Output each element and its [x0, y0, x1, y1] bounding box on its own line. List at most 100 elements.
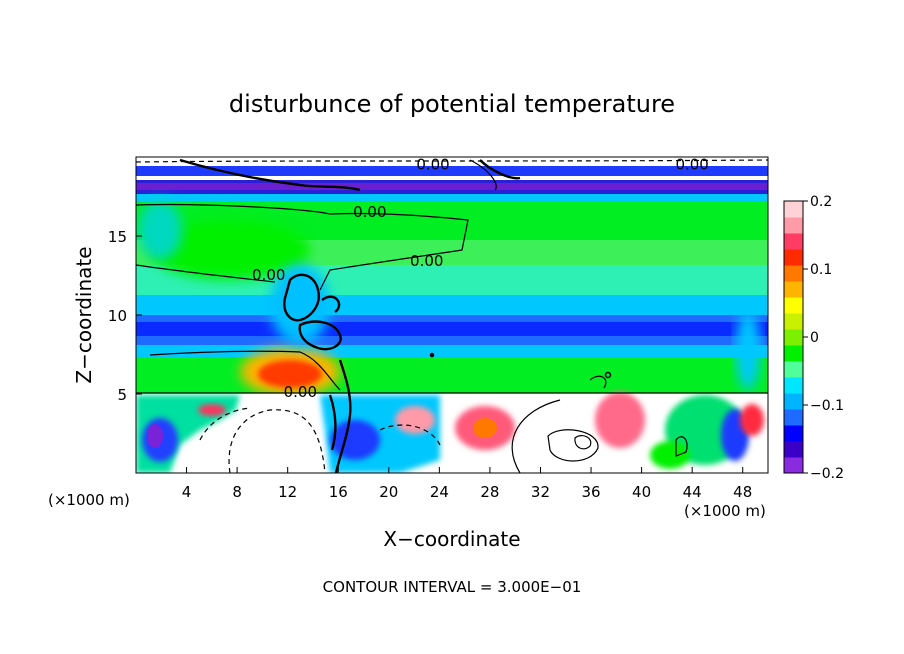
cyan-strip-left [138, 200, 182, 260]
dense-contours [179, 158, 521, 473]
x-tick-label-20: 20 [379, 483, 398, 501]
colorbar-swatch-7 [784, 345, 803, 362]
colorbar-swatch-5 [784, 377, 803, 394]
x-tick-label-36: 36 [581, 483, 600, 501]
x-axis-unit-right: (×1000 m) [684, 502, 766, 520]
x-tick-label-44: 44 [683, 483, 702, 501]
colorbar-swatch-9 [784, 313, 803, 330]
lower-pink-blob-2 [595, 392, 645, 448]
green-plume [150, 220, 310, 280]
colorbar-swatch-1 [784, 441, 803, 458]
marker-dot-1 [429, 352, 435, 358]
x-tick-label-12: 12 [278, 483, 297, 501]
band-lower-green [136, 357, 768, 393]
x-tick-label-28: 28 [480, 483, 499, 501]
cyan-plume [270, 265, 330, 345]
colorbar-tick-label-1: 0.1 [810, 262, 832, 278]
contour-top-right [469, 159, 497, 191]
contour-interval-note: CONTOUR INTERVAL = 3.000E−01 [323, 578, 582, 596]
colorbar-swatch-15 [784, 217, 803, 234]
contour-lower-green [149, 350, 341, 391]
dense-ring-1 [283, 273, 320, 322]
x-tick-label-48: 48 [733, 483, 752, 501]
x-tick-label-32: 32 [531, 483, 550, 501]
colorbar-ticks: 0.2 0.1 0 −0.1 −0.2 [803, 194, 844, 482]
dashed-arc [199, 407, 251, 441]
lower-red-blob-1-core [473, 418, 497, 438]
colorbar: 0.2 0.1 0 −0.1 −0.2 [783, 194, 844, 482]
dense-ring-2 [298, 320, 342, 351]
dashed-lower-left [228, 409, 326, 473]
dense-column [334, 359, 352, 473]
colorbar-swatches [784, 201, 803, 474]
x-tick-label-40: 40 [632, 483, 651, 501]
x-tick-label-24: 24 [430, 483, 449, 501]
colorbar-swatch-8 [784, 329, 803, 346]
x-axis-label: X−coordinate [383, 527, 520, 551]
y-tick-label-10: 10 [108, 307, 127, 325]
plot-area: 0.00 0.00 0.00 0.00 0.00 0.00 [136, 156, 768, 473]
y-tick-label-5: 5 [117, 386, 127, 404]
cyan-column-right [736, 310, 760, 390]
contour-ring-2 [574, 434, 592, 450]
band-top-purple [136, 183, 768, 190]
marker-dot-2 [604, 371, 612, 379]
colorbar-tick-label-4: −0.2 [810, 466, 844, 482]
x-axis: 4 8 12 16 20 24 28 32 36 40 44 48 [182, 467, 752, 501]
contour-ring-1 [547, 429, 599, 462]
band-mid-blue [136, 295, 768, 315]
band-top-blue-2 [136, 166, 768, 176]
x-tick-label-16: 16 [329, 483, 348, 501]
lower-left-purple [147, 424, 163, 448]
colorbar-swatch-13 [784, 249, 803, 266]
chart-title: disturbunce of potential temperature [229, 90, 675, 118]
lower-left-red [198, 404, 226, 416]
x-axis-unit-left: (×1000 m) [48, 491, 130, 509]
contour-value-labels: 0.00 0.00 0.00 0.00 0.00 0.00 [252, 156, 709, 401]
lower-right-red [740, 404, 764, 436]
dot-markers [429, 352, 612, 379]
colorbar-swatch-10 [784, 297, 803, 314]
band-top-white [136, 176, 768, 180]
colorbar-swatch-3 [784, 409, 803, 426]
dense-fragment [321, 295, 341, 313]
colorbar-swatch-14 [784, 233, 803, 250]
dense-top-left [179, 158, 361, 192]
lower-center-pink [395, 406, 435, 434]
colorbar-swatch-16 [784, 201, 803, 218]
colorbar-tick-label-2: 0 [810, 330, 819, 346]
x-tick-label-4: 4 [182, 483, 192, 501]
y-tick-label-15: 15 [108, 228, 127, 246]
contour-label-4: 0.00 [416, 156, 449, 174]
colorbar-swatch-0 [784, 457, 803, 474]
contour-upper [136, 203, 469, 291]
contour-lower-curve [511, 399, 561, 473]
lower-right-green [650, 441, 690, 469]
contour-label-5: 0.00 [675, 156, 708, 174]
contour-label-3: 0.00 [284, 383, 317, 401]
colorbar-swatch-6 [784, 361, 803, 378]
contour-triangle [675, 436, 688, 457]
contour-mixed-top [136, 392, 768, 394]
band-deep-blue-core [136, 322, 768, 336]
contour-label-2: 0.00 [252, 266, 285, 284]
lower-center-blue [330, 420, 380, 460]
dashed-top [136, 159, 768, 163]
dashed-contours [136, 159, 768, 473]
y-axis-label: Z−coordinate [72, 246, 96, 383]
dense-column-2 [328, 394, 337, 451]
warm-anomaly-core [258, 360, 322, 388]
x-tick-label-8: 8 [232, 483, 242, 501]
dense-top-right [479, 159, 521, 180]
band-top-cyan [136, 193, 768, 201]
y-axis: 5 10 15 [108, 228, 142, 404]
colorbar-tick-label-3: −0.1 [810, 398, 844, 414]
contour-lines [136, 159, 768, 473]
contour-label-0: 0.00 [353, 203, 386, 221]
colorbar-swatch-12 [784, 265, 803, 282]
contour-small-ring [589, 375, 607, 389]
colorbar-tick-label-0: 0.2 [810, 194, 832, 210]
colorbar-swatch-11 [784, 281, 803, 298]
colorbar-swatch-2 [784, 425, 803, 442]
